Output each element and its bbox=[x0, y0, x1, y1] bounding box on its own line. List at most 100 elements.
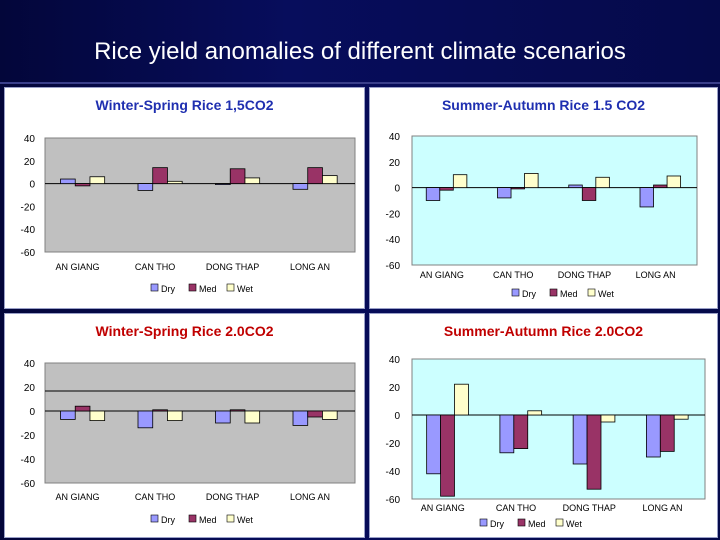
x-category-label: AN GIANG bbox=[56, 492, 100, 502]
y-tick-label: 0 bbox=[394, 411, 400, 422]
bar-dry bbox=[645, 414, 661, 458]
legend-label: Med bbox=[199, 284, 217, 294]
x-category-label: CAN THO bbox=[135, 262, 175, 272]
x-category-label: DONG THAP bbox=[206, 492, 259, 502]
bar-dry bbox=[639, 187, 654, 208]
legend-label: Wet bbox=[598, 289, 614, 299]
bar-wet bbox=[595, 176, 610, 188]
y-tick-label: -60 bbox=[21, 248, 36, 259]
bar-dry bbox=[572, 414, 588, 465]
chart-svg: 40 20 0 -20 -40 -60 AN GIANG CAN THO DONG THAP LO… bbox=[21, 134, 356, 294]
bar-med bbox=[152, 409, 168, 412]
legend-label: Dry bbox=[490, 519, 504, 529]
chart-title: Summer-Autumn Rice 2.0CO2 bbox=[443, 323, 644, 339]
legend: Dry Med Wet bbox=[479, 518, 582, 529]
bar-dry bbox=[497, 187, 512, 199]
y-tick-label: 20 bbox=[389, 383, 401, 394]
legend-label: Med bbox=[560, 289, 578, 299]
y-tick-label: -60 bbox=[386, 495, 401, 506]
bar-dry bbox=[137, 410, 154, 429]
x-category-label: AN GIANG bbox=[421, 503, 465, 513]
legend: Dry Med Wet bbox=[511, 288, 614, 299]
legend-swatch-wet bbox=[555, 518, 564, 527]
y-tick-label: 20 bbox=[24, 383, 36, 394]
bar-wet bbox=[322, 175, 338, 185]
legend: Dry Med Wet bbox=[150, 514, 253, 525]
x-category-label: CAN THO bbox=[496, 503, 536, 513]
chart-panel-summer-autumn-2-0: Summer-Autumn Rice 2.0CO2 40 20 0 -20 -40 -60… bbox=[369, 313, 718, 538]
slide-title: Rice yield anomalies of different climat… bbox=[94, 38, 626, 65]
chart-panel-winter-spring-2-0: Winter-Spring Rice 2.0CO2 40 20 0 -20 -40 -60… bbox=[4, 313, 365, 538]
plot-area bbox=[44, 137, 356, 253]
bar-wet bbox=[167, 410, 183, 421]
x-category-label: LONG AN bbox=[636, 270, 676, 280]
bar-wet bbox=[322, 410, 338, 420]
bar-wet bbox=[452, 174, 468, 188]
legend-swatch-dry bbox=[479, 518, 488, 527]
legend-swatch-dry bbox=[511, 288, 520, 297]
y-tick-label: -20 bbox=[21, 202, 36, 213]
plot-area bbox=[44, 362, 356, 484]
bar-med bbox=[513, 414, 529, 449]
bar-med bbox=[74, 183, 91, 187]
x-category-label: LONG AN bbox=[290, 492, 330, 502]
bar-med bbox=[653, 184, 668, 188]
legend-swatch-wet bbox=[226, 514, 235, 523]
x-category-label: LONG AN bbox=[290, 262, 330, 272]
legend-swatch-med bbox=[517, 518, 526, 527]
bar-med bbox=[152, 167, 168, 184]
legend-label: Wet bbox=[237, 515, 253, 525]
chart-panel-winter-spring-1-5: Winter-Spring Rice 1,5CO2 40 20 0 -20 -40 -60… bbox=[4, 87, 365, 309]
chart-panel-summer-autumn-1-5: Summer-Autumn Rice 1.5 CO2 40 20 0 -20 -40 -6… bbox=[369, 87, 718, 309]
chart-title: Winter-Spring Rice 1,5CO2 bbox=[95, 97, 274, 113]
bar-med bbox=[74, 405, 91, 412]
legend-swatch-wet bbox=[226, 283, 235, 292]
y-tick-label: -20 bbox=[386, 439, 401, 450]
bar-med bbox=[307, 410, 323, 418]
bar-wet bbox=[167, 180, 183, 184]
chart-svg: 40 20 0 -20 -40 -60 AN GIANG CAN THO DONG THAP LO… bbox=[386, 355, 706, 529]
y-tick-label: -20 bbox=[21, 431, 36, 442]
y-tick-label: -40 bbox=[386, 235, 401, 246]
y-tick-label: 40 bbox=[389, 132, 401, 143]
legend-swatch-wet bbox=[587, 288, 596, 297]
y-tick-label: 40 bbox=[24, 359, 36, 370]
bar-med bbox=[659, 414, 675, 452]
chart-title: Winter-Spring Rice 2.0CO2 bbox=[95, 323, 274, 339]
bar-dry bbox=[292, 183, 309, 190]
y-tick-label: -60 bbox=[21, 479, 36, 490]
bar-dry bbox=[292, 410, 309, 426]
x-category-label: CAN THO bbox=[135, 492, 175, 502]
legend-label: Med bbox=[199, 515, 217, 525]
y-tick-label: 20 bbox=[389, 158, 401, 169]
bar-dry bbox=[60, 178, 76, 185]
bar-dry bbox=[426, 414, 441, 475]
bar-dry bbox=[137, 183, 154, 191]
legend-swatch-dry bbox=[150, 514, 159, 523]
legend: Dry Med Wet bbox=[150, 283, 253, 294]
y-tick-label: -40 bbox=[386, 467, 401, 478]
x-category-label: AN GIANG bbox=[420, 270, 464, 280]
y-tick-label: 0 bbox=[29, 180, 35, 191]
y-tick-label: 0 bbox=[394, 184, 400, 195]
title-divider bbox=[0, 82, 720, 84]
x-category-label: CAN THO bbox=[493, 270, 533, 280]
bar-med bbox=[229, 168, 246, 184]
bar-med bbox=[307, 167, 323, 184]
legend-swatch-med bbox=[188, 514, 197, 523]
bar-wet bbox=[244, 177, 261, 185]
x-category-label: DONG THAP bbox=[558, 270, 611, 280]
bar-wet bbox=[89, 176, 106, 185]
chart-title: Summer-Autumn Rice 1.5 CO2 bbox=[441, 97, 646, 113]
bar-wet bbox=[524, 173, 539, 189]
x-category-label: AN GIANG bbox=[56, 262, 100, 272]
bar-wet bbox=[527, 410, 543, 416]
bar-wet bbox=[600, 414, 616, 423]
y-tick-label: -60 bbox=[386, 261, 401, 272]
y-tick-label: 0 bbox=[29, 407, 35, 418]
x-category-label: DONG THAP bbox=[563, 503, 616, 513]
x-category-label: LONG AN bbox=[643, 503, 683, 513]
bar-dry bbox=[568, 184, 583, 188]
y-tick-label: -40 bbox=[21, 455, 36, 466]
legend-label: Wet bbox=[566, 519, 582, 529]
